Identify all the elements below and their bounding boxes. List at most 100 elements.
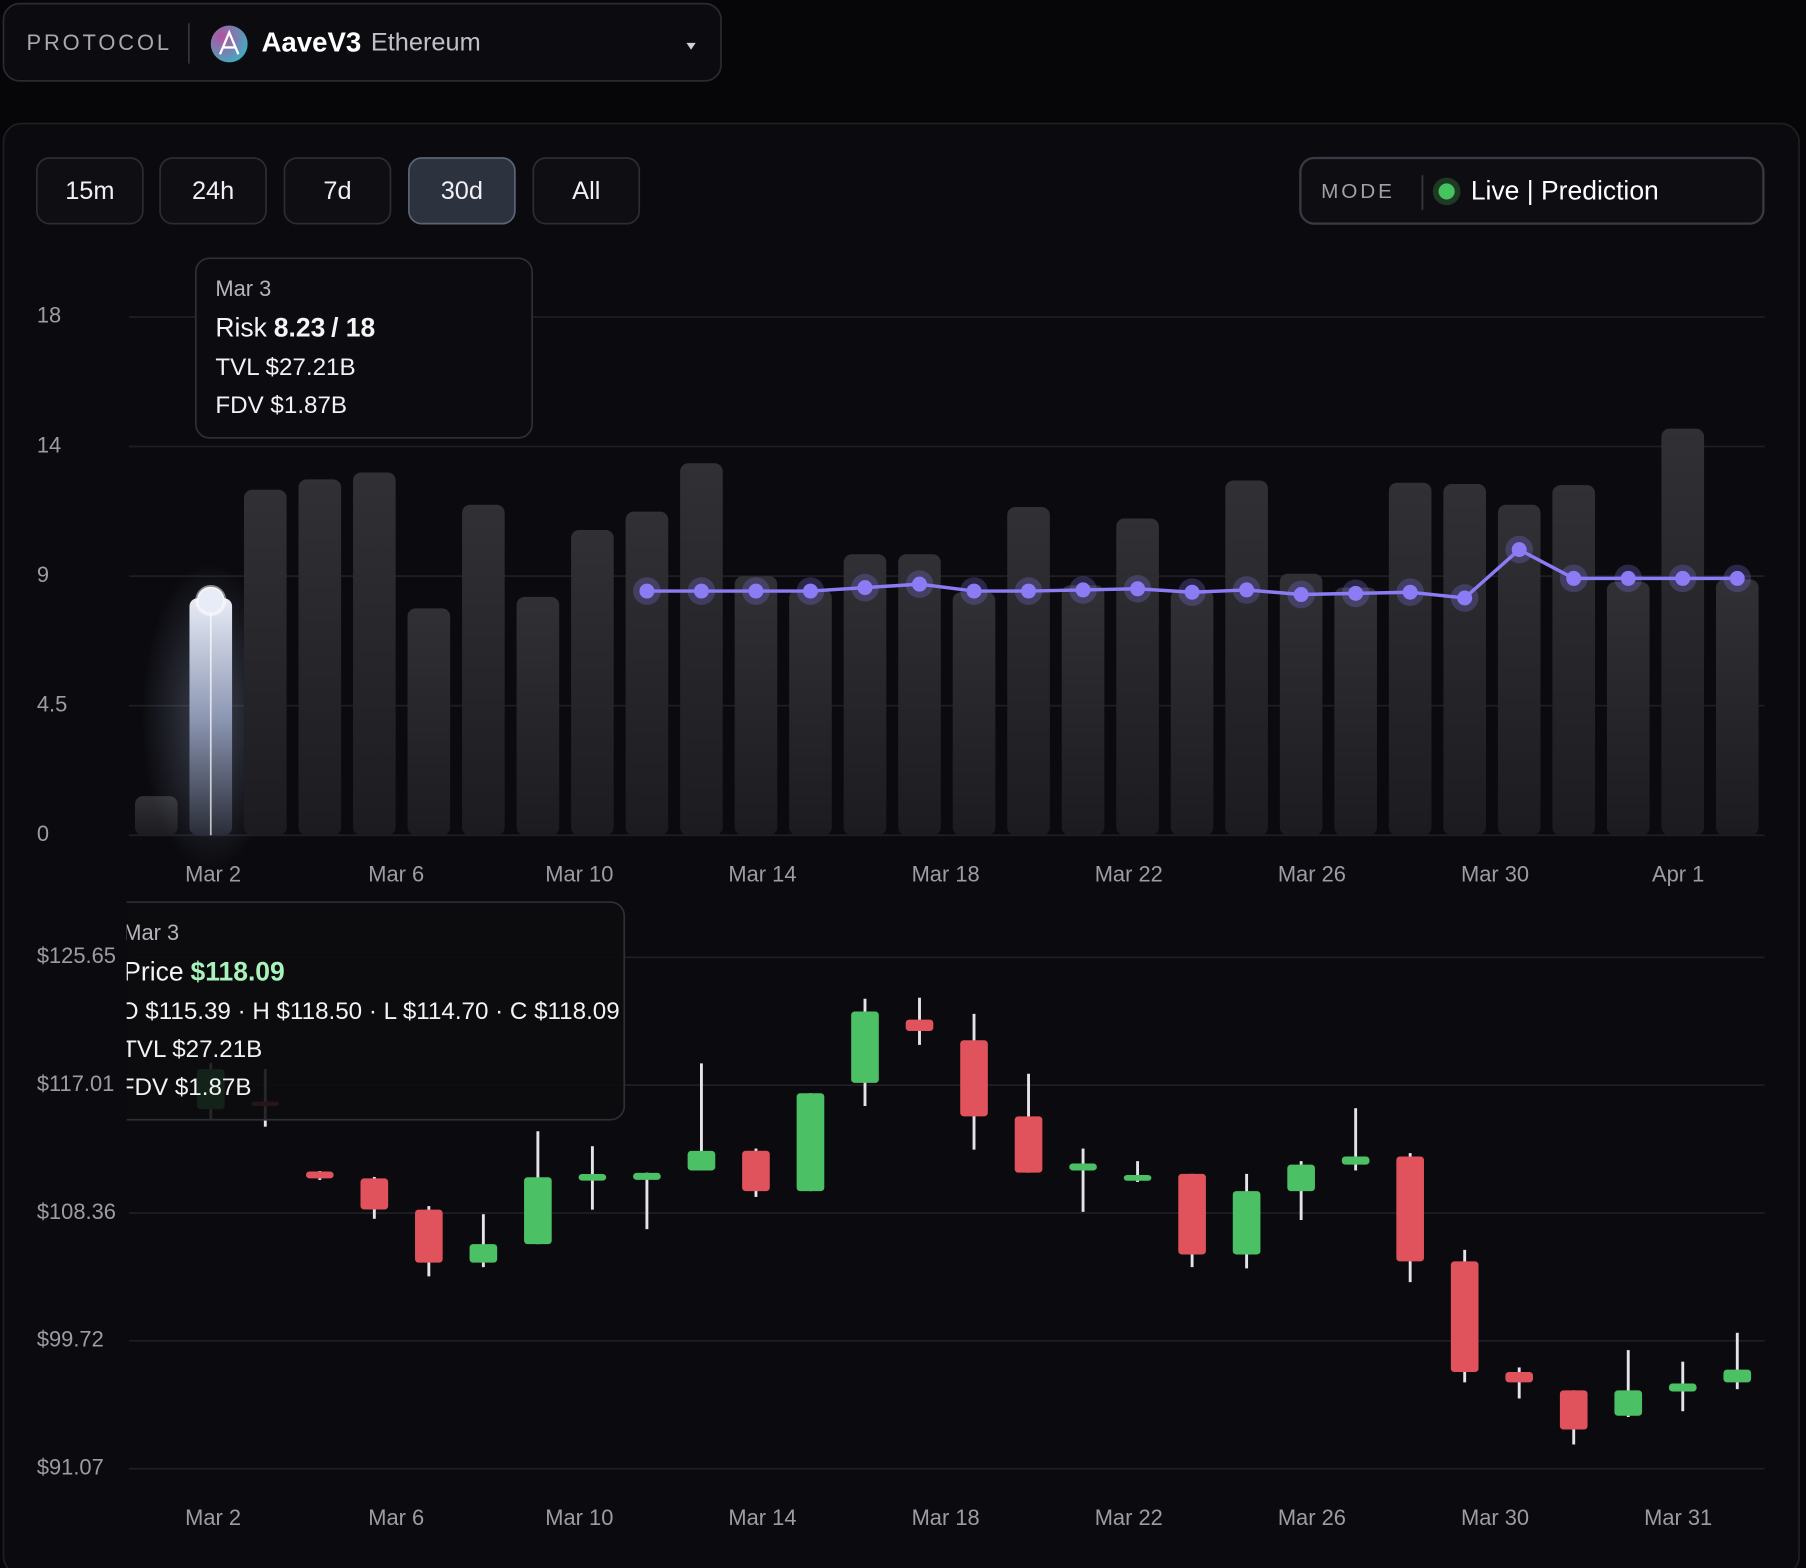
- x-tick-label: Mar 14: [728, 1505, 796, 1530]
- tooltip-fdv: FDV $1.87B: [215, 392, 347, 419]
- y-tick-label: 0: [37, 821, 49, 846]
- bar: [952, 592, 996, 836]
- timeframe-label[interactable]: All: [572, 177, 600, 205]
- bar: [516, 596, 560, 836]
- bar: [1007, 506, 1050, 836]
- bar: [1388, 482, 1432, 836]
- tooltip-price-label: Price: [123, 956, 183, 986]
- y-tick-label: 9: [37, 562, 49, 587]
- bar: [1116, 518, 1159, 836]
- risk-point: [693, 583, 709, 599]
- tooltip-risk-max: / 18: [331, 313, 375, 343]
- candle-body: [1723, 1369, 1752, 1383]
- candle-body: [1178, 1173, 1206, 1255]
- bar: [1170, 589, 1214, 836]
- bar: [407, 608, 451, 836]
- risk-point: [802, 583, 818, 599]
- x-tick-label: Mar 18: [912, 861, 980, 886]
- tooltip-tvl: TVL $27.21B: [215, 354, 355, 381]
- y-tick-label: 18: [37, 303, 61, 328]
- risk-point: [1184, 584, 1200, 600]
- x-tick-label: Mar 10: [545, 1505, 613, 1530]
- tooltip-price: Price $118.09: [123, 956, 285, 986]
- y-tick-label: $91.07: [37, 1455, 104, 1480]
- timeframe-label[interactable]: 30d: [441, 177, 483, 205]
- timeframe-buttons: 15m 24h 7d 30d All: [35, 157, 641, 225]
- candle-body: [415, 1209, 443, 1263]
- x-tick-label: Mar 2: [185, 1505, 241, 1530]
- mode-label: MODE: [1321, 180, 1395, 203]
- tooltip-risk-label: Risk: [215, 313, 267, 343]
- tooltip-date: Mar 3: [123, 920, 179, 945]
- risk-point: [1566, 570, 1582, 586]
- candle-body: [960, 1040, 988, 1117]
- mode-selector[interactable]: [1299, 156, 1765, 225]
- x-tick-label: Mar 26: [1278, 1505, 1346, 1530]
- bar: [353, 472, 396, 836]
- x-tick-label: Mar 10: [545, 861, 613, 886]
- risk-point: [1511, 542, 1527, 558]
- status-dot: [1438, 183, 1455, 200]
- x-tick-label: Mar 30: [1461, 861, 1529, 886]
- candle-body: [1232, 1191, 1261, 1255]
- risk-point: [857, 580, 873, 596]
- bar: [843, 554, 887, 836]
- x-tick-label: Mar 14: [728, 861, 796, 886]
- bar: [298, 479, 342, 836]
- x-tick-label: Mar 22: [1095, 861, 1163, 886]
- bar: [1061, 585, 1105, 836]
- timeframe-button[interactable]: [408, 157, 516, 225]
- bar: [1279, 573, 1323, 836]
- timeframe-button[interactable]: [159, 157, 267, 225]
- risk-point: [1620, 570, 1636, 586]
- bar: [1552, 485, 1596, 836]
- tooltip: [194, 257, 533, 439]
- bar: [243, 489, 287, 836]
- timeframe-label[interactable]: 15m: [65, 177, 114, 205]
- mode-value: Live | Prediction: [1471, 176, 1659, 206]
- tooltip-date: Mar 3: [215, 276, 271, 301]
- risk-point: [1402, 584, 1418, 600]
- risk-point: [1021, 583, 1037, 599]
- candle-body: [1341, 1156, 1370, 1165]
- timeframe-button[interactable]: [532, 157, 641, 225]
- candle-body: [1287, 1164, 1315, 1192]
- y-tick-label: $125.65: [37, 943, 116, 968]
- risk-point: [1130, 581, 1146, 597]
- bar: [789, 589, 832, 836]
- candle-body: [1559, 1390, 1588, 1430]
- candle-body: [742, 1150, 770, 1192]
- x-tick-label: Mar 30: [1461, 1505, 1529, 1530]
- candle-body: [796, 1093, 825, 1192]
- candle-body: [524, 1177, 552, 1245]
- bar: [1715, 579, 1759, 836]
- tooltip-tvl: TVL $27.21B: [122, 1036, 262, 1063]
- timeframe-button[interactable]: [283, 157, 392, 225]
- candle-body: [851, 1011, 879, 1083]
- tooltip-ohlc: O $115.39 · H $118.50 · L $114.70 · C $1…: [120, 998, 620, 1025]
- y-tick-label: $99.72: [37, 1327, 104, 1352]
- candle-body: [905, 1019, 934, 1031]
- candle-body: [1505, 1372, 1534, 1383]
- protocol-selector[interactable]: [2, 2, 722, 82]
- tooltip-risk: Risk 8.23/ 18: [215, 313, 375, 343]
- candle-body: [1069, 1163, 1097, 1171]
- candle-body: [687, 1150, 716, 1171]
- timeframe-button[interactable]: [35, 157, 144, 225]
- x-tick-label: Mar 6: [368, 861, 424, 886]
- candle-body: [1614, 1390, 1643, 1416]
- timeframe-label[interactable]: 24h: [192, 177, 234, 205]
- bar: [1497, 504, 1541, 836]
- bar: [1225, 480, 1268, 836]
- candle-body: [1014, 1116, 1043, 1173]
- bar: [1334, 587, 1377, 836]
- bar: [734, 576, 778, 836]
- risk-point: [1075, 582, 1091, 598]
- timeframe-label[interactable]: 7d: [323, 177, 351, 205]
- tooltip-price-value: $118.09: [190, 956, 284, 986]
- dropdown-arrow[interactable]: [686, 42, 696, 50]
- tooltip-group: Mar 3 Price $118.09 O $115.39 · H $118.50 ·…: [120, 901, 626, 1121]
- price-chart: $91.07 $99.72 $108.36 $117.01 $125.65 Mar 2 Ma…: [37, 901, 1765, 1530]
- y-tick-label: 4.5: [37, 691, 67, 716]
